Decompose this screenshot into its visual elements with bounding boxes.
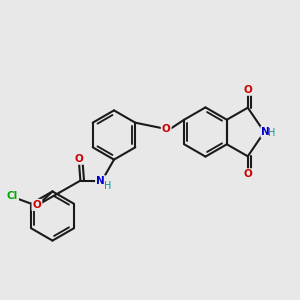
Text: H: H bbox=[104, 181, 111, 191]
Text: N: N bbox=[261, 127, 270, 137]
Text: O: O bbox=[162, 124, 171, 134]
Text: O: O bbox=[74, 154, 83, 164]
Text: Cl: Cl bbox=[7, 191, 18, 201]
Text: O: O bbox=[243, 169, 252, 179]
Text: O: O bbox=[32, 200, 41, 210]
Text: O: O bbox=[243, 85, 252, 95]
Text: N: N bbox=[96, 176, 105, 186]
Text: H: H bbox=[268, 128, 275, 139]
